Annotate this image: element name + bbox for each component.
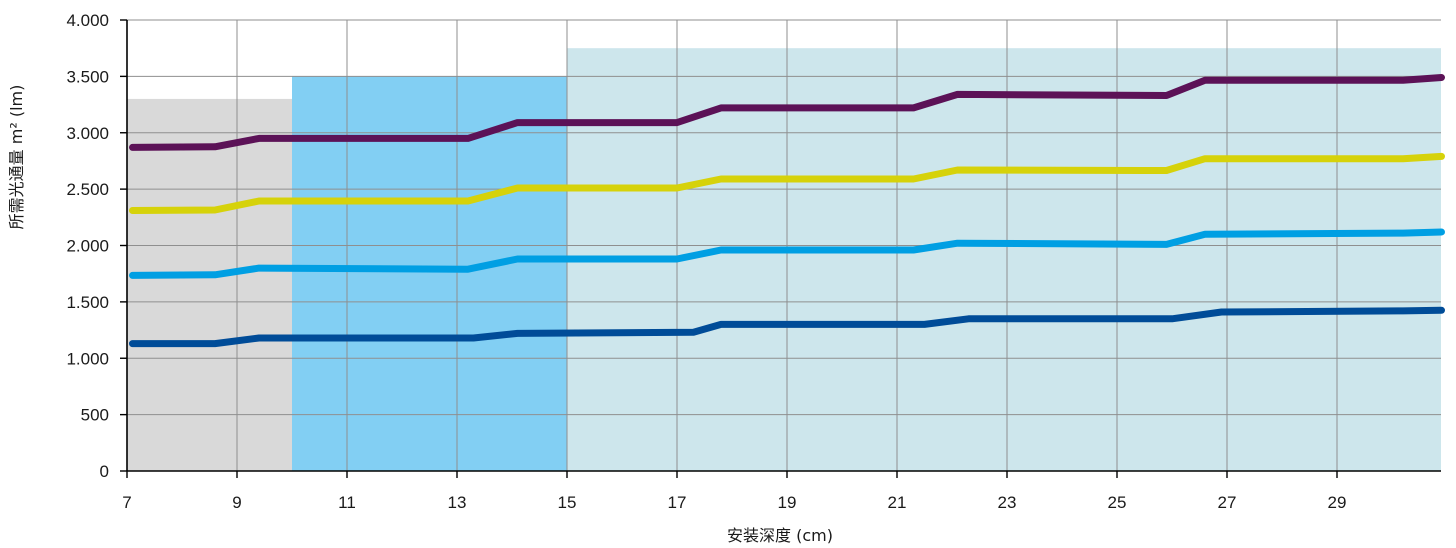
x-tick-label: 17 [668,493,687,512]
y-tick-label: 0 [100,462,109,481]
x-tick-label: 25 [1108,493,1127,512]
series-lines [129,74,1445,348]
background-regions [127,48,1441,472]
series-line-4 [129,306,1445,348]
x-tick-label: 27 [1218,493,1237,512]
x-tick-label: 11 [338,493,356,512]
x-tick-label: 7 [122,493,131,512]
y-tick-label: 1.000 [66,349,109,368]
series-line-3 [129,228,1445,279]
background-region-3 [567,48,1441,471]
tick-labels: 0 500 1.000 1.500 2.000 2.500 3.000 3.500 4.000 7… [66,11,1346,512]
axes [120,19,1441,478]
x-tick-label: 15 [558,493,577,512]
y-tick-label: 1.500 [66,293,109,312]
y-tick-label: 2.000 [66,237,109,256]
y-tick-label: 3.000 [66,124,109,143]
y-tick-label: 4.000 [66,11,109,30]
x-tick-label: 9 [232,493,241,512]
x-tick-label: 13 [448,493,467,512]
series-line-1 [129,74,1445,151]
y-tick-label: 3.500 [66,67,109,86]
y-tick-label: 500 [81,406,109,425]
y-tick-label: 2.500 [66,180,109,199]
series-line-2 [129,152,1445,214]
x-tick-label: 21 [888,493,907,512]
y-axis-title: 所需光通量 m² (lm) [7,85,26,230]
x-tick-label: 29 [1328,493,1347,512]
x-tick-label: 23 [998,493,1017,512]
x-tick-label: 19 [778,493,797,512]
x-axis-title: 安装深度 (cm) [727,526,833,545]
